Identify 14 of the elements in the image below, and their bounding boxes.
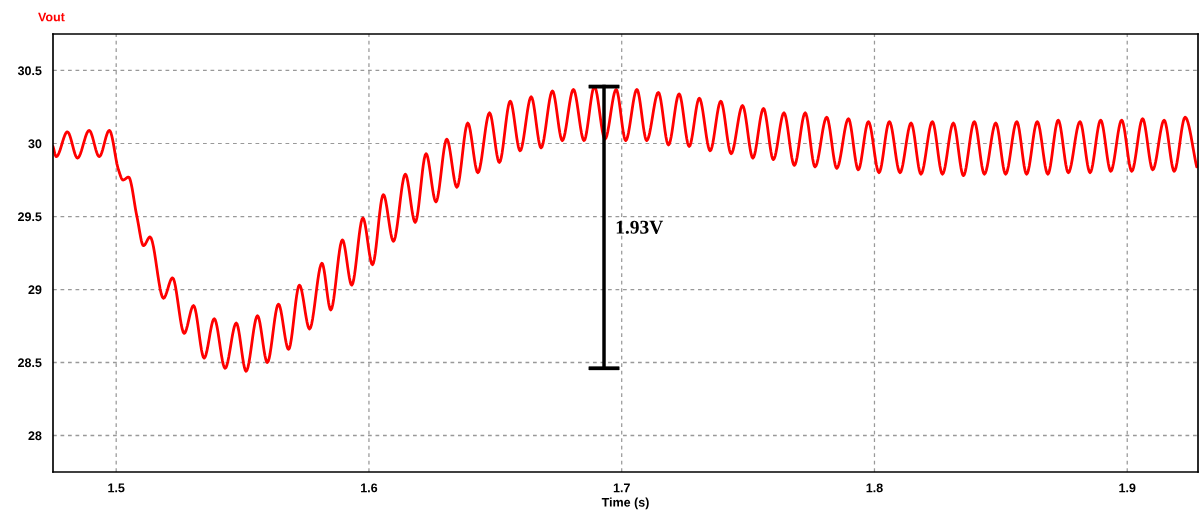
y-tick-label: 29 (28, 285, 42, 295)
annotation: 1.93V (616, 220, 664, 234)
x-tick-label: 1.7 (613, 483, 630, 493)
x-axis-title: Time (s) (601, 497, 649, 510)
y-tick-label: 29.5 (18, 212, 42, 222)
y-tick-label: 28 (28, 431, 42, 441)
x-tick-label: 1.5 (108, 483, 125, 493)
y-tick-label: 30 (28, 139, 42, 149)
y-tick-label: 30.5 (17, 66, 42, 76)
x-tick-label: 1.6 (361, 483, 378, 493)
x-tick-label: 1.8 (866, 483, 883, 493)
y-tick-label: 28.5 (18, 358, 42, 368)
chart-title: Vout (38, 12, 65, 22)
x-tick-label: 1.9 (1119, 483, 1136, 493)
